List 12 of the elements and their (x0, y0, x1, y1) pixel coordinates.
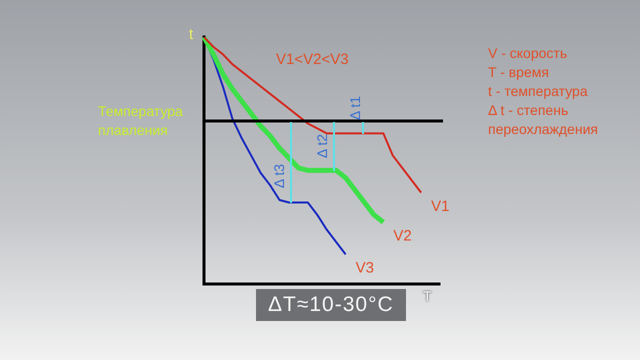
text: ΔT≈10-30°C (256, 289, 406, 321)
series-label: V2 (393, 227, 412, 244)
series-label: V1 (431, 198, 450, 215)
x-axis-title: T (423, 288, 432, 304)
y-axis-title: t (189, 26, 194, 43)
annotation: Δ t2 (314, 134, 330, 158)
annotation: Δ t3 (271, 164, 288, 188)
series-label: V3 (356, 260, 374, 276)
annotation: V1<V2<V3 (276, 51, 349, 68)
annotation: Δ t1 (347, 96, 364, 120)
ref-line-label: Температура плавления (98, 102, 184, 140)
text: V - скорость T - время t - температура Δ t - степень переохлаждения (488, 44, 599, 139)
